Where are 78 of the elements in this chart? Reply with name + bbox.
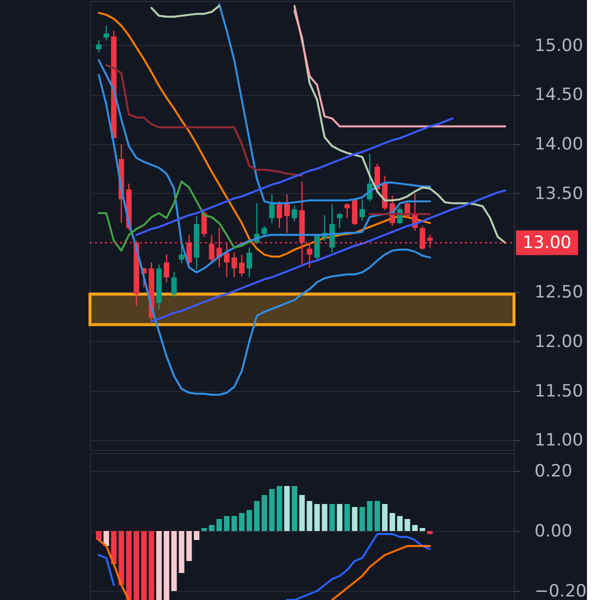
candlestick (164, 254, 170, 283)
bar (374, 501, 380, 531)
y-tick-label: −0.20 (534, 582, 587, 600)
bar (329, 504, 335, 531)
y-tick-label: 14.50 (534, 85, 584, 106)
bar (299, 495, 305, 531)
y-tick-label: 12.50 (534, 282, 584, 303)
bar (359, 507, 365, 531)
bar (224, 516, 230, 531)
bar (276, 486, 282, 531)
bar (314, 504, 320, 531)
bar (420, 528, 426, 531)
y-tick-label: 11.50 (534, 381, 584, 402)
candlestick (284, 194, 290, 234)
bar (292, 486, 298, 531)
candlestick (359, 198, 365, 222)
bar (104, 531, 110, 546)
y-tick-label: 12.00 (534, 332, 584, 352)
bar (201, 528, 207, 531)
bar (404, 519, 410, 531)
bar (186, 531, 192, 561)
bar (412, 525, 418, 531)
candlestick (336, 212, 342, 229)
bar (178, 531, 184, 573)
bar (96, 531, 102, 540)
line-series (98, 180, 250, 252)
line-series (105, 64, 303, 177)
ref-line-label: 13.00 (522, 232, 572, 253)
bar (427, 531, 433, 534)
bar (382, 504, 388, 531)
bar (194, 531, 200, 540)
candlestick (292, 204, 298, 222)
bar (366, 501, 372, 531)
bar (232, 516, 238, 531)
bar (239, 513, 245, 531)
bar (216, 519, 222, 531)
bar (269, 489, 275, 531)
candlestick (262, 225, 268, 236)
y-tick-label: 0.20 (534, 462, 572, 482)
candlestick (104, 25, 110, 42)
bar (118, 531, 124, 585)
line-series (293, 4, 506, 128)
candlestick (178, 242, 184, 264)
bar (262, 495, 268, 531)
bar (111, 531, 117, 564)
candlestick (171, 272, 177, 298)
y-tick-label: 14.00 (534, 134, 584, 155)
line-series (98, 59, 431, 274)
y-tick-label: 15.00 (534, 36, 584, 56)
candlestick (201, 210, 207, 238)
line-series (293, 10, 506, 244)
bar (254, 501, 260, 531)
bar (344, 504, 350, 531)
y-tick-label: 11.00 (534, 430, 584, 451)
candlestick (246, 247, 252, 278)
candlestick (269, 194, 275, 224)
line-series (98, 12, 431, 258)
candlestick (314, 234, 320, 260)
bar (322, 504, 328, 531)
bar (171, 531, 177, 591)
bar (352, 507, 358, 531)
bar (208, 525, 214, 531)
bar (390, 513, 396, 531)
line-series (135, 117, 454, 236)
bar (336, 504, 342, 531)
bar (397, 516, 403, 531)
candlestick (96, 40, 102, 53)
y-tick-label: 13.50 (534, 184, 584, 204)
bar (284, 486, 290, 531)
candlestick (276, 200, 282, 229)
candlestick (239, 254, 245, 277)
line-series (150, 4, 220, 18)
candlestick (232, 252, 238, 278)
bar (306, 501, 312, 531)
line-series (150, 189, 506, 323)
bar (246, 510, 252, 531)
y-tick-label: 0.00 (534, 522, 572, 542)
line-series (98, 74, 431, 396)
